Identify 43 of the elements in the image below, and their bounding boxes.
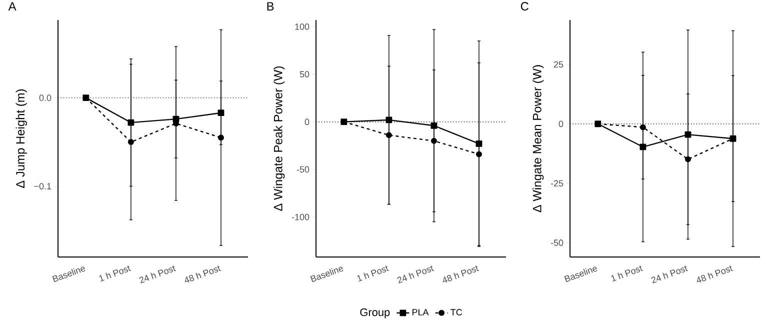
y-axis-title: Δ Jump Height (m) xyxy=(16,89,27,188)
point xyxy=(386,116,392,124)
y-tick-label: -100 xyxy=(292,214,310,220)
legend-label: TC xyxy=(450,309,462,316)
point xyxy=(128,119,134,126)
point xyxy=(476,140,482,147)
point xyxy=(640,124,646,130)
y-axis-title: Δ Wingate Mean Power (W) xyxy=(532,65,544,212)
point xyxy=(476,151,482,158)
y-tick-label: 0 xyxy=(558,120,564,128)
y-tick-label: 0 xyxy=(304,118,310,126)
x-tick-label: 1 h Post xyxy=(611,266,643,282)
x-tick-label: 24 h Post xyxy=(139,266,176,284)
y-tick-label: -50 xyxy=(296,166,310,173)
y-tick-label: 100 xyxy=(295,23,310,30)
chart-title: C xyxy=(520,2,528,10)
point xyxy=(640,144,646,150)
y-tick-label: -25 xyxy=(550,180,564,186)
point xyxy=(430,138,437,144)
point xyxy=(128,139,134,146)
y-tick-label: 50 xyxy=(300,71,310,78)
y-tick-label: −0.1 xyxy=(34,183,52,190)
x-tick-label: 1 h Post xyxy=(99,266,131,282)
x-tick-label: 1 h Post xyxy=(357,266,389,282)
point xyxy=(386,132,392,138)
y-tick-label: 25 xyxy=(554,61,564,68)
point xyxy=(218,110,224,116)
x-tick-label: 48 h Post xyxy=(443,266,480,283)
point xyxy=(684,156,691,162)
x-tick-label: 24 h Post xyxy=(397,266,434,284)
point xyxy=(218,134,224,141)
chart-title: A xyxy=(8,2,16,10)
chart-title: B xyxy=(267,2,274,10)
x-tick-label: 48 h Post xyxy=(697,266,734,283)
y-axis-title: Δ Wingate Peak Power (W) xyxy=(274,66,285,211)
y-tick-label: 0.0 xyxy=(39,94,52,101)
legend-title: Group xyxy=(360,308,390,318)
x-tick-label: 48 h Post xyxy=(185,266,222,283)
legend-label: PLA xyxy=(412,309,429,316)
point xyxy=(430,122,438,129)
point xyxy=(684,131,692,138)
y-tick-label: -50 xyxy=(550,240,564,246)
x-tick-label: 24 h Post xyxy=(651,266,688,284)
